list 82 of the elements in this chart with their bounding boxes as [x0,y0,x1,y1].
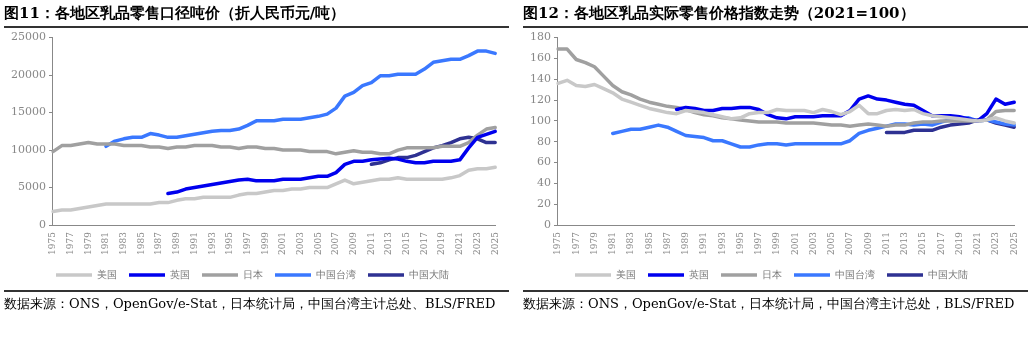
y-tick-label: 20 [537,197,551,211]
x-tick-label: 1997 [241,231,252,255]
x-tick-label: 1999 [259,231,270,255]
x-tick-label: 2011 [365,232,376,255]
legend-label: 英国 [689,268,709,280]
y-tick-label: 20000 [10,67,46,81]
x-tick-label: 1983 [625,231,636,255]
x-tick-label: 2005 [312,231,323,255]
legend-label: 日本 [243,268,263,280]
x-tick-label: 1979 [82,231,93,255]
x-tick-label: 1993 [206,231,217,255]
x-tick-label: 1975 [47,231,58,255]
x-tick-label: 1991 [188,232,199,255]
legend-label: 中国台湾 [835,268,875,280]
x-tick-label: 2001 [789,232,800,255]
x-tick-label: 1981 [607,232,618,255]
x-tick-label: 2007 [844,231,855,255]
y-tick-label: 80 [537,134,551,148]
x-tick-label: 2015 [917,231,928,255]
y-tick-label: 0 [544,217,551,231]
x-tick-label: 2013 [899,231,910,255]
y-tick-label: 5000 [17,180,46,194]
x-tick-label: 2025 [1008,231,1019,255]
y-tick-label: 100 [530,113,551,127]
x-tick-label: 1997 [753,231,764,255]
y-tick-label: 160 [530,51,551,65]
y-tick-label: 40 [537,176,551,190]
x-tick-label: 2003 [807,231,818,255]
x-tick-label: 1977 [65,231,76,255]
x-tick-label: 2011 [880,232,891,255]
y-tick-label: 120 [530,92,551,106]
x-tick-label: 1983 [118,231,129,255]
x-tick-label: 1991 [698,232,709,255]
x-tick-label: 1977 [570,231,581,255]
y-tick-label: 0 [38,217,46,231]
x-tick-label: 1979 [588,231,599,255]
x-tick-label: 2019 [436,231,447,255]
x-tick-label: 2007 [330,231,341,255]
legend-label: 美国 [97,268,117,280]
y-tick-label: 180 [530,30,551,44]
x-tick-label: 2023 [471,231,482,255]
x-tick-label: 1975 [552,231,563,255]
legend-label: 中国大陆 [928,268,968,280]
x-tick-label: 2003 [294,231,305,255]
x-tick-label: 2001 [277,232,288,255]
x-tick-label: 1989 [171,231,182,255]
x-tick-label: 2015 [401,231,412,255]
x-tick-label: 2021 [454,232,465,255]
x-tick-label: 2025 [489,231,500,255]
y-tick-label: 15000 [10,105,46,119]
x-tick-label: 1985 [135,231,146,255]
legend-label: 中国大陆 [409,268,449,280]
x-tick-label: 1999 [771,231,782,255]
legend-label: 美国 [616,268,636,280]
y-tick-label: 10000 [10,142,46,156]
x-tick-label: 2017 [935,231,946,255]
x-tick-label: 1987 [661,231,672,255]
x-tick-label: 2005 [826,231,837,255]
chart-title: 图11：各地区乳品零售口径吨价（折人民币元/吨） [4,0,509,28]
legend-label: 英国 [170,268,190,280]
legend-label: 日本 [762,268,782,280]
x-tick-label: 1981 [100,232,111,255]
y-tick-label: 140 [530,72,551,86]
chart-title: 图12：各地区乳品实际零售价格指数走势（2021=100） [523,0,1028,28]
y-tick-label: 25000 [10,30,46,44]
x-tick-label: 2009 [348,231,359,255]
x-tick-label: 2023 [990,231,1001,255]
source-note: 数据来源：ONS，OpenGov/e-Stat，日本统计局，中国台湾主计总处、BLS/FRED [4,295,497,313]
x-tick-label: 2013 [383,231,394,255]
x-tick-label: 2019 [953,231,964,255]
y-tick-label: 60 [537,155,551,169]
source-note: 数据来源：ONS，OpenGov/e-Stat，日本统计局，中国台湾主计总处，BLS/FRED [523,295,1016,313]
x-tick-label: 2017 [418,231,429,255]
x-tick-label: 1985 [643,231,654,255]
x-tick-label: 1989 [680,231,691,255]
x-tick-label: 1993 [716,231,727,255]
x-tick-label: 2021 [972,232,983,255]
legend-label: 中国台湾 [316,268,356,280]
x-tick-label: 1995 [734,231,745,255]
x-tick-label: 2009 [862,231,873,255]
x-tick-label: 1987 [153,231,164,255]
x-tick-label: 1995 [224,231,235,255]
